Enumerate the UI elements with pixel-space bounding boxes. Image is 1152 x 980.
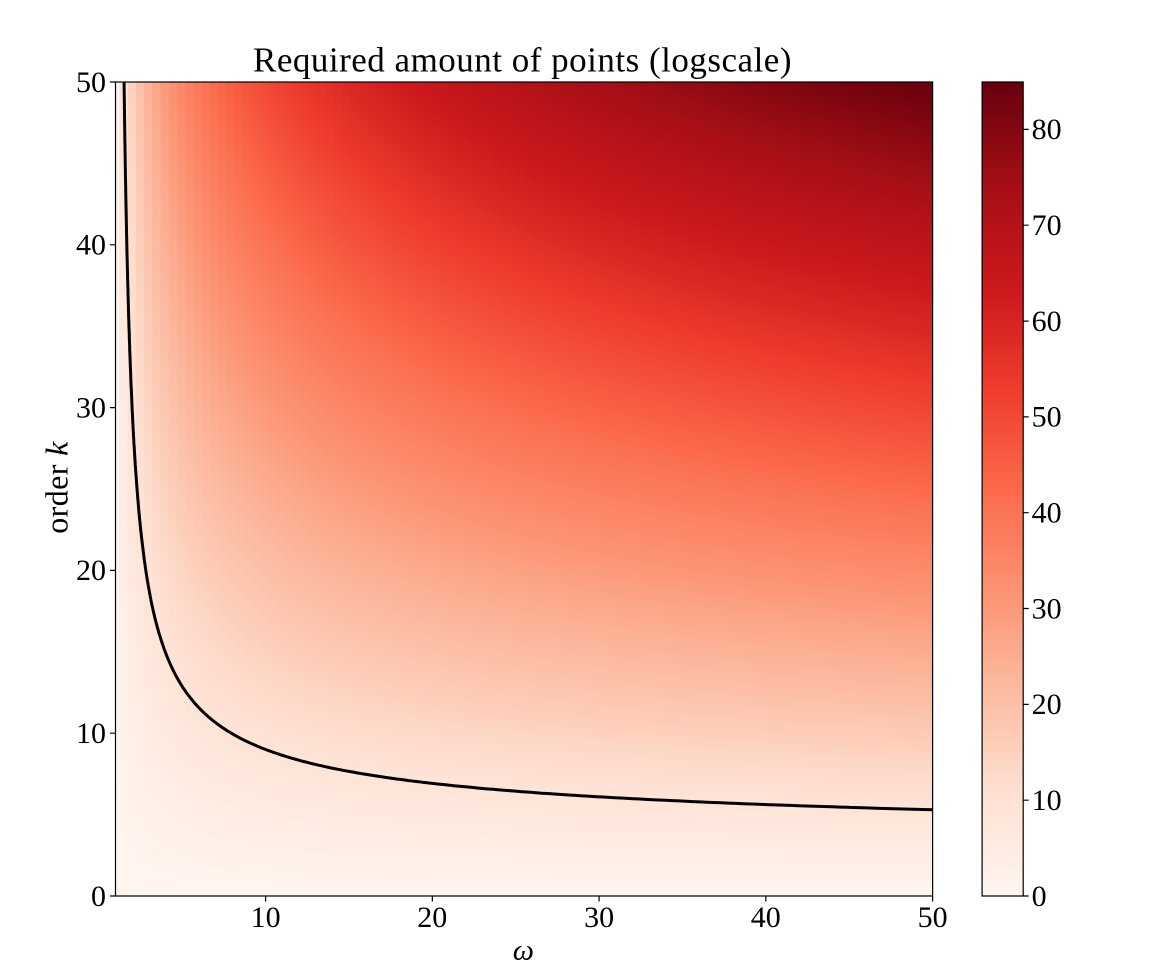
svg-text:60: 60	[1032, 305, 1062, 338]
svg-text:0: 0	[91, 880, 106, 913]
svg-text:40: 40	[1032, 497, 1062, 530]
svg-text:80: 80	[1032, 113, 1062, 146]
svg-text:Required amount of points (log: Required amount of points (logscale)	[253, 40, 792, 79]
svg-text:30: 30	[76, 391, 106, 424]
svg-text:0: 0	[1032, 880, 1047, 913]
svg-text:30: 30	[1032, 592, 1062, 625]
svg-text:10: 10	[251, 901, 281, 934]
svg-text:50: 50	[76, 66, 106, 99]
svg-text:20: 20	[417, 901, 447, 934]
svg-text:ω: ω	[513, 934, 534, 967]
svg-text:70: 70	[1032, 209, 1062, 242]
svg-text:40: 40	[76, 229, 106, 262]
svg-text:30: 30	[584, 901, 614, 934]
svg-text:20: 20	[76, 554, 106, 587]
svg-text:10: 10	[1032, 784, 1062, 817]
svg-text:50: 50	[1032, 401, 1062, 434]
svg-text:10: 10	[76, 717, 106, 750]
svg-text:50: 50	[918, 901, 948, 934]
svg-text:40: 40	[751, 901, 781, 934]
svg-text:20: 20	[1032, 688, 1062, 721]
svg-text:order k: order k	[39, 441, 75, 534]
